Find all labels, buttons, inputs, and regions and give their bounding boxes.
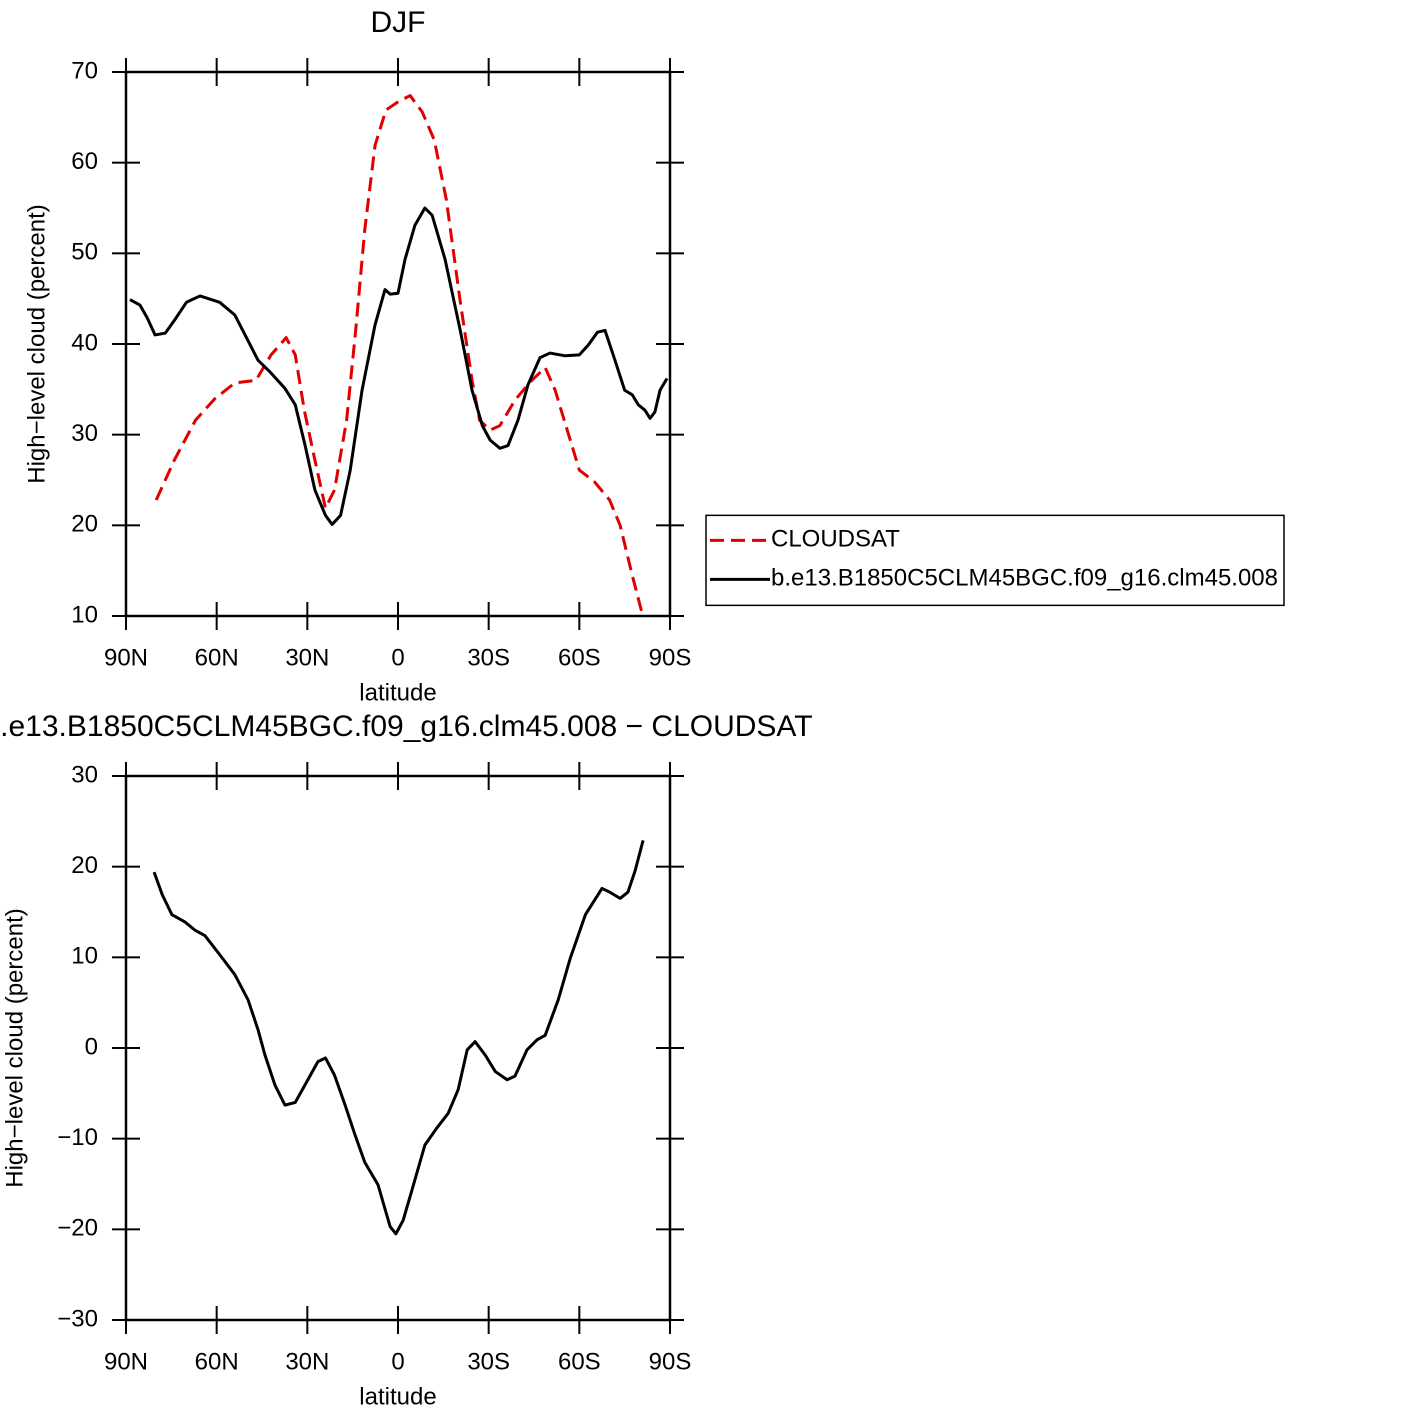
y-tick-label: −30 [57, 1305, 98, 1332]
data-line [129, 206, 669, 526]
plot-frame [124, 70, 672, 618]
legend-label: CLOUDSAT [771, 526, 900, 553]
y-tick-label: 10 [71, 943, 98, 970]
x-tick-label: 30N [285, 1348, 329, 1375]
legend-label: b.e13.B1850C5CLM45BGC.f09_g16.clm45.008 [771, 565, 1278, 592]
legend: CLOUDSAT b.e13.B1850C5CLM45BGC.f09_g16.cl… [705, 514, 1285, 607]
x-tick-label: 90N [104, 1348, 148, 1375]
x-tick-label: 60S [558, 644, 601, 671]
y-tick-label: 20 [71, 852, 98, 879]
chart-title: DJF [371, 6, 426, 39]
chart-title: b.e13.B1850C5CLM45BGC.f09_g16.clm45.008 … [0, 710, 813, 743]
y-tick-label: 50 [71, 239, 98, 266]
y-tick-label: 40 [71, 329, 98, 356]
x-tick-label: 0 [391, 1348, 404, 1375]
data-line [152, 839, 645, 1236]
y-tick-label: −10 [57, 1124, 98, 1151]
plot-frame [124, 774, 672, 1322]
x-tick-label: 30S [467, 1348, 510, 1375]
y-tick-label: 10 [71, 601, 98, 628]
y-tick-label: 70 [71, 57, 98, 84]
x-axis-label: latitude [359, 1383, 436, 1410]
x-tick-label: 90S [649, 644, 692, 671]
x-tick-label: 90N [104, 644, 148, 671]
x-tick-label: 90S [649, 1348, 692, 1375]
y-tick-label: 30 [71, 761, 98, 788]
x-tick-label: 60N [195, 1348, 239, 1375]
legend-box [705, 514, 1285, 607]
x-axis-label: latitude [359, 679, 436, 706]
data-line [154, 94, 645, 617]
x-tick-label: 30S [467, 644, 510, 671]
x-tick-label: 30N [285, 644, 329, 671]
x-tick-label: 0 [391, 644, 404, 671]
y-tick-label: 30 [71, 420, 98, 447]
y-tick-label: 0 [85, 1033, 98, 1060]
y-axis-label: High−level cloud (percent) [23, 204, 50, 483]
y-tick-label: −20 [57, 1215, 98, 1242]
x-tick-label: 60S [558, 1348, 601, 1375]
y-tick-label: 60 [71, 148, 98, 175]
y-tick-label: 20 [71, 511, 98, 538]
y-axis-label: High−level cloud (percent) [1, 908, 28, 1187]
x-tick-label: 60N [195, 644, 239, 671]
